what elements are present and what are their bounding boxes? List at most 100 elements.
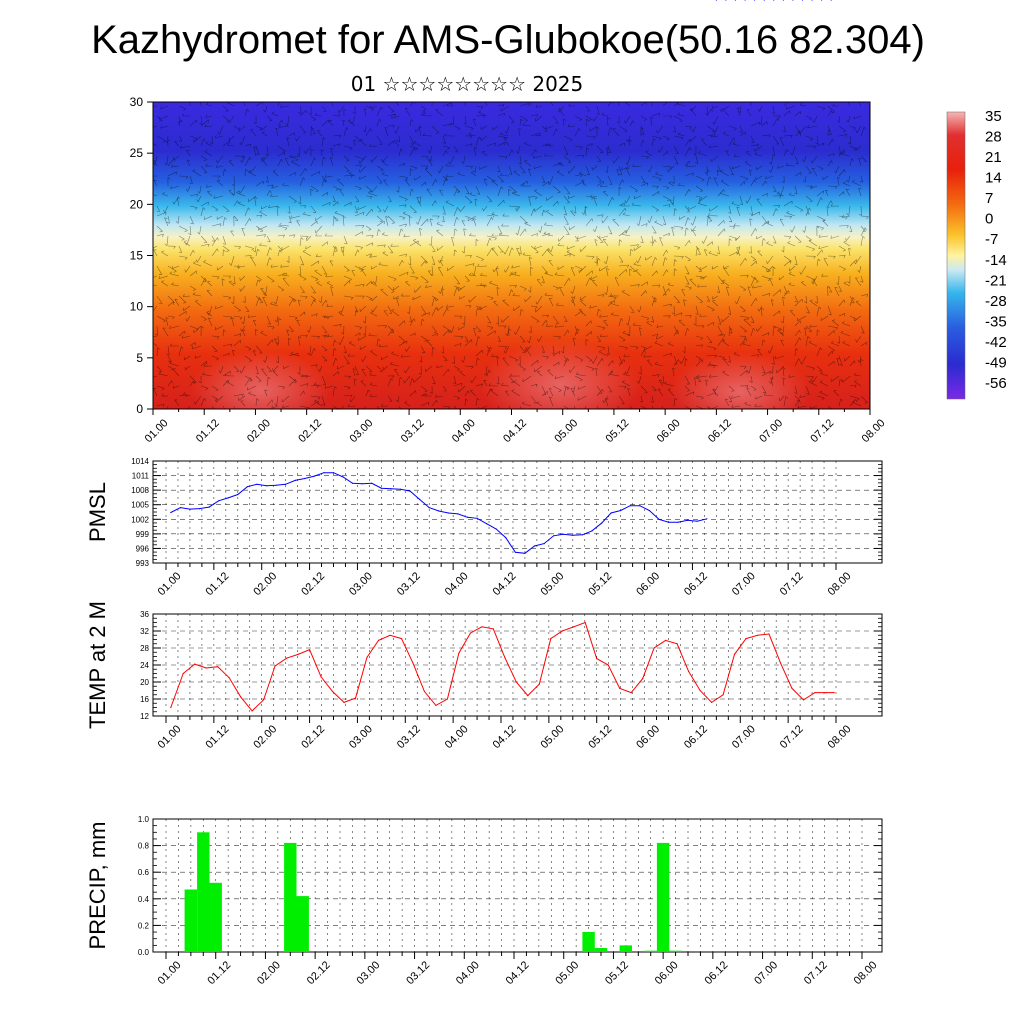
series-point — [205, 667, 207, 669]
panel-ytick-label: 24 — [140, 661, 149, 670]
series-point — [524, 552, 526, 554]
series-point — [458, 652, 460, 654]
series-point — [435, 704, 437, 707]
panel-ytick-label: 1011 — [132, 472, 150, 481]
series-point — [745, 638, 747, 640]
series-point — [715, 0, 717, 1]
colorbar-label: -14 — [985, 252, 1007, 269]
precip-bar — [197, 832, 210, 952]
wind-barbs — [153, 102, 869, 409]
series-point — [596, 658, 598, 660]
panel-ylabel: PMSL — [85, 482, 110, 542]
panel-xtick-label: 03.12 — [395, 570, 423, 598]
panel-xtick-label: 05.00 — [553, 959, 581, 987]
series-point — [354, 697, 357, 699]
series-point — [553, 535, 555, 537]
panel-ytick-label: 0.2 — [138, 921, 150, 930]
panel-xtick-label: 03.00 — [347, 723, 375, 751]
series-point — [447, 512, 449, 514]
panel-ytick-label: 0.0 — [138, 948, 150, 957]
series-point — [725, 0, 727, 1]
series-point — [821, 0, 823, 1]
section-ytick-label: 5 — [136, 351, 143, 365]
series-point — [630, 692, 632, 694]
section-xtick-label: 03.00 — [347, 417, 375, 445]
series-point — [286, 657, 288, 659]
panel-ytick-label: 32 — [140, 627, 149, 636]
series-point — [744, 0, 746, 1]
series-point — [446, 698, 448, 700]
series-point — [332, 472, 335, 474]
series-point — [469, 632, 471, 634]
series-point — [600, 522, 603, 524]
panel-ylabel: PRECIP, mm — [85, 822, 110, 950]
series-point — [833, 692, 835, 694]
series-point — [665, 639, 667, 642]
series-point — [687, 519, 689, 521]
series-point — [591, 530, 593, 532]
section-ytick-label: 0 — [136, 402, 143, 416]
series-point — [581, 534, 584, 536]
series-point — [275, 484, 277, 486]
section-xtick-label: 01.00 — [143, 417, 171, 445]
series-point — [256, 483, 258, 485]
series-point — [677, 521, 679, 523]
precip-bar — [644, 950, 657, 952]
panel-xtick-label: 02.12 — [305, 959, 333, 987]
series-point — [561, 630, 563, 632]
series-point — [389, 634, 391, 636]
series-point — [648, 509, 651, 512]
series-point — [792, 0, 794, 1]
series-point — [572, 534, 574, 536]
precip-bar — [582, 932, 595, 952]
series-point — [412, 662, 414, 664]
panel-xtick-label: 08.00 — [826, 723, 854, 751]
series-line — [170, 621, 835, 712]
panel-xtick-label: 01.12 — [205, 959, 233, 987]
panel-xtick-label: 06.12 — [682, 723, 710, 751]
series-point — [573, 626, 575, 628]
panel-ytick-label: 0.6 — [138, 868, 150, 877]
series-point — [658, 518, 660, 520]
colorbar-label: 28 — [985, 129, 1002, 146]
panel-xtick-label: 05.12 — [603, 959, 631, 987]
series-point — [629, 505, 631, 507]
series-point — [304, 477, 306, 480]
series-point — [170, 511, 172, 514]
colorbar-label: -35 — [985, 313, 1007, 330]
panel-xtick-label: 07.12 — [778, 570, 806, 598]
series-point — [696, 520, 698, 522]
series-point — [653, 647, 655, 649]
series-point — [814, 692, 816, 694]
series-point — [492, 628, 494, 630]
colorbar-label: 14 — [985, 170, 1002, 187]
series-point — [343, 701, 345, 704]
precip-bar — [284, 842, 297, 952]
panel-xtick-label: 08.00 — [852, 959, 880, 987]
wind-vectors — [153, 102, 869, 409]
panel-xtick-label: 04.00 — [443, 570, 471, 598]
series-point — [297, 653, 299, 656]
section-xtick-label: 01.12 — [194, 417, 222, 445]
series-point — [371, 482, 373, 484]
panel-xtick-label: 01.12 — [203, 570, 231, 598]
series-point — [331, 690, 334, 693]
series-point — [189, 508, 191, 510]
panel-xtick-label: 01.00 — [156, 723, 184, 751]
series-point — [676, 643, 678, 645]
panel-frame — [152, 460, 883, 564]
panel-xtick-label: 07.00 — [730, 570, 758, 598]
panel-xtick-label: 04.12 — [491, 570, 519, 598]
panel-ytick-label: 0.8 — [138, 842, 150, 851]
section-warm-patch — [190, 350, 330, 409]
series-point — [361, 483, 363, 485]
precip-bar — [669, 950, 682, 952]
series-point — [179, 507, 181, 509]
series-point — [399, 488, 402, 490]
colorbar-label: -56 — [985, 375, 1007, 392]
series-point — [768, 633, 770, 635]
panel-xtick-label: 04.12 — [504, 959, 532, 987]
series-point — [313, 475, 315, 477]
